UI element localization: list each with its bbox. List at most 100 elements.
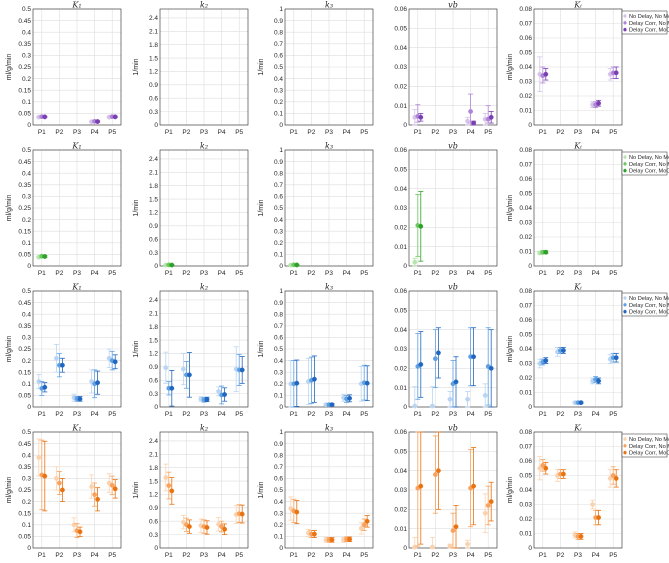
legend-marker (623, 303, 627, 307)
data-point-p2-series3 (311, 531, 317, 537)
y-tick-label: 0 (27, 545, 31, 552)
data-point-p5-series1 (358, 525, 364, 531)
x-tick-label: P3 (200, 552, 208, 559)
data-point-p3-series3 (77, 529, 83, 535)
y-tick-label: 0.6 (274, 194, 283, 201)
y-tick-label: 0.03 (394, 205, 407, 212)
y-tick-label: 0.05 (18, 252, 31, 259)
y-tick-label: 0.06 (519, 35, 532, 42)
data-point-p2-series3 (60, 487, 65, 493)
y-tick-label: 2.1 (149, 311, 158, 318)
data-point-p2-series3 (561, 348, 566, 353)
y-tick-label: 0.06 (519, 317, 532, 324)
x-tick-label: P4 (343, 552, 351, 559)
y-tick-label: 0.9 (274, 441, 283, 448)
y-tick-label: 0.3 (22, 335, 31, 342)
data-point-p1-series3 (543, 71, 549, 77)
data-point-p2-series3 (435, 350, 441, 356)
x-tick-label: P3 (325, 129, 333, 136)
y-axis-label: 1/min (133, 58, 140, 75)
panel-title: K₁ (71, 142, 81, 151)
x-tick-label: P3 (200, 270, 208, 277)
y-tick-label: 0.4 (274, 358, 283, 365)
panel-title: Kᵢ (573, 424, 582, 433)
y-tick-label: 0.2 (22, 76, 31, 83)
data-point-p4-series3 (347, 395, 352, 401)
y-tick-label: 0.2 (22, 358, 31, 365)
panel-r4-c2: 0 0.3 0.6 0.9 1.2 1.5 1.8 2.1 2.4 P1 P2 P3 P4 P5 k₂ 1/m… (133, 424, 249, 559)
y-tick-label: 0.08 (519, 288, 532, 295)
x-tick-label: P5 (360, 270, 368, 277)
y-tick-label: 0.02 (394, 84, 407, 91)
y-tick-label: 0.35 (18, 41, 31, 48)
x-tick-label: P1 (290, 411, 298, 418)
x-tick-label: P3 (73, 552, 81, 559)
data-point-p2-series1 (180, 366, 186, 372)
x-tick-label: P4 (467, 129, 475, 136)
data-point-p1-series3 (418, 223, 424, 229)
y-tick-label: 0.08 (519, 147, 532, 154)
x-tick-label: P2 (182, 552, 190, 559)
y-tick-label: 0.5 (22, 429, 31, 436)
data-point-p3-series3 (578, 400, 584, 406)
data-point-p5-series3 (488, 365, 494, 371)
x-tick-label: P2 (182, 411, 190, 418)
y-tick-label: 0.05 (519, 332, 532, 339)
x-tick-label: P1 (539, 411, 547, 418)
data-point-p4-series3 (596, 378, 601, 384)
data-point-p4-series3 (596, 515, 601, 520)
x-tick-label: P5 (108, 552, 116, 559)
data-point-p2-series2 (432, 356, 438, 362)
y-tick-label: 0.25 (18, 64, 31, 71)
y-tick-label: 0.25 (18, 487, 31, 494)
data-point-p5-series3 (112, 114, 118, 120)
y-tick-label: 1 (279, 147, 283, 154)
x-tick-label: P5 (484, 270, 492, 277)
data-point-p1-series3 (418, 362, 424, 367)
y-tick-label: 0.5 (274, 205, 283, 212)
y-axis-label: ml/g/min (6, 195, 13, 222)
y-tick-label: 0.4 (274, 76, 283, 83)
legend-label: No Delay, No MoCo (629, 155, 669, 161)
y-tick-label: 0.08 (519, 6, 532, 13)
x-tick-label: P4 (91, 552, 99, 559)
data-point-p2-series3 (311, 376, 317, 382)
y-tick-label: 0.7 (274, 41, 283, 48)
y-tick-label: 0.03 (519, 79, 532, 86)
legend-label: Delay Corr, No MoCo (629, 21, 669, 27)
y-tick-label: 0.6 (274, 335, 283, 342)
y-tick-label: 0.02 (394, 507, 407, 514)
x-tick-label: P1 (290, 270, 298, 277)
x-tick-label: P5 (484, 552, 492, 559)
data-point-p4-series2 (219, 524, 225, 529)
y-tick-label: 0.05 (394, 167, 407, 174)
y-tick-label: 0.08 (519, 429, 532, 436)
panel-title: K₁ (71, 1, 81, 10)
y-tick-label: 0 (403, 545, 407, 552)
x-tick-label: P2 (182, 129, 190, 136)
axes-box (32, 149, 122, 267)
y-tick-label: 1.5 (149, 337, 158, 344)
y-tick-label: 0 (154, 122, 158, 129)
panel-r1-c5: 0 0.01 0.02 0.03 0.04 0.05 0.06 0.07 0.08 P1 P2 P3 P… (507, 1, 623, 136)
panel-r4-c5: 0 0.01 0.02 0.03 0.04 0.05 0.06 0.07 0.08 P1 P2 P3 P… (507, 424, 623, 559)
x-tick-label: P5 (235, 552, 243, 559)
y-tick-label: 0.07 (519, 21, 532, 28)
y-tick-label: 0.9 (274, 18, 283, 25)
y-tick-label: 0.06 (394, 288, 407, 295)
y-axis-label: ml/g/min (6, 336, 13, 363)
y-tick-label: 0.9 (274, 300, 283, 307)
axes-box (159, 290, 249, 408)
x-tick-label: P3 (449, 129, 457, 136)
y-tick-label: 0.4 (22, 170, 31, 177)
legend-label: No Delay, No MoCo (629, 437, 669, 443)
panel-r1-c1: 0 0.05 0.1 0.15 0.2 0.25 0.3 0.35 0.4 0.45 0.5 P1 P2… (6, 1, 122, 136)
y-tick-label: 0.06 (519, 458, 532, 465)
y-tick-label: 0.6 (274, 53, 283, 60)
x-tick-label: P1 (539, 552, 547, 559)
y-tick-label: 0.05 (394, 449, 407, 456)
legend-label: Delay Corr, No MoCo (629, 162, 669, 168)
x-tick-label: P3 (574, 411, 582, 418)
y-axis-label: ml/g/min (6, 477, 13, 504)
x-tick-label: P4 (218, 411, 226, 418)
